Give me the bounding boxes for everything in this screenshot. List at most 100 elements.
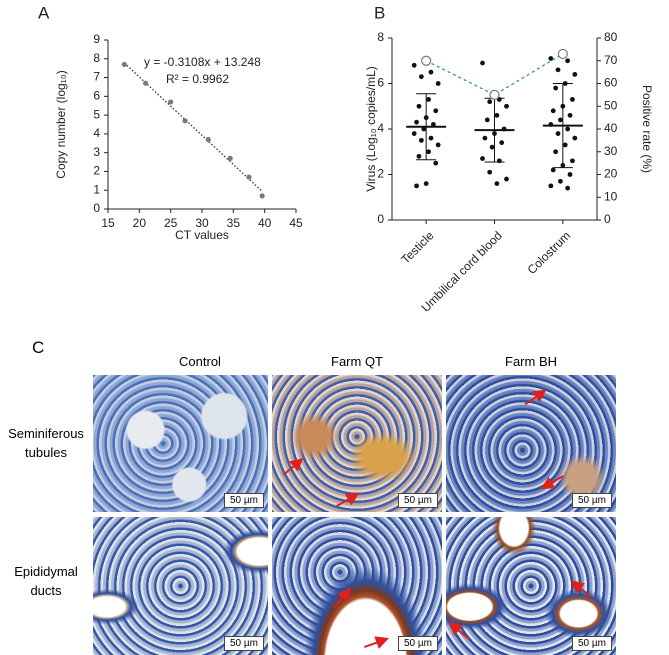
y-tick-label: 4 — [377, 121, 384, 135]
point — [504, 176, 509, 182]
point — [435, 142, 441, 148]
point — [428, 135, 434, 141]
point — [565, 58, 571, 64]
point — [411, 131, 417, 136]
panel-label: A — [38, 3, 50, 22]
point — [487, 169, 493, 175]
y-tick-label: 4 — [93, 126, 100, 140]
point — [168, 99, 174, 105]
y2-axis-title: Positive rate (%) — [640, 85, 654, 173]
point — [480, 60, 485, 66]
x-tick-label: 25 — [164, 216, 178, 230]
point — [418, 137, 424, 143]
y-tick-label: 6 — [93, 89, 100, 103]
y2-tick-label: 60 — [604, 76, 618, 90]
point — [430, 122, 436, 127]
y-tick-label: 8 — [93, 51, 100, 65]
arrows — [333, 587, 390, 649]
y2-tick-label: 80 — [604, 30, 618, 44]
point — [121, 61, 127, 68]
point — [496, 158, 502, 164]
micrograph: 50 µm — [93, 517, 268, 655]
point — [562, 142, 568, 148]
scale-bar: 50 µm — [224, 493, 264, 508]
point — [205, 136, 211, 143]
point — [494, 112, 500, 118]
x-tick-label: 30 — [195, 216, 209, 230]
rate-marker — [489, 89, 500, 100]
point — [550, 167, 556, 173]
y-tick-label: 0 — [377, 212, 384, 226]
point — [504, 103, 509, 109]
y-axis-title: Virus (Log₁₀ copies/mL) — [364, 66, 378, 192]
point — [414, 183, 419, 189]
point — [553, 149, 559, 155]
point — [570, 97, 575, 102]
point — [484, 117, 490, 123]
x-tick-label: 35 — [227, 216, 241, 230]
point — [550, 108, 556, 114]
y2-tick-label: 70 — [604, 53, 618, 67]
scale-bar: 50 µm — [398, 493, 438, 508]
point — [572, 135, 578, 141]
column-header: Farm BH — [505, 354, 557, 369]
point — [433, 108, 439, 114]
point — [558, 117, 563, 123]
point — [416, 103, 422, 109]
panel-label: B — [374, 3, 385, 22]
rate-line — [425, 53, 564, 96]
point — [570, 158, 575, 164]
column-header: Control — [179, 354, 221, 369]
annotation: y = -0.3108x + 13.248 — [144, 55, 261, 69]
point — [418, 74, 424, 80]
point — [567, 112, 573, 118]
y2-tick-label: 50 — [604, 98, 618, 112]
x-tick-label: Testicle — [398, 228, 436, 266]
point — [565, 185, 571, 191]
point — [555, 67, 561, 73]
point — [411, 62, 417, 68]
micrograph: 50 µm — [446, 375, 616, 512]
point — [423, 181, 429, 187]
point — [553, 85, 559, 91]
point — [480, 156, 485, 161]
point — [489, 144, 495, 150]
y-tick-label: 5 — [93, 107, 100, 121]
point — [487, 99, 493, 105]
arrows — [448, 579, 592, 640]
point — [428, 69, 434, 75]
point — [426, 97, 431, 102]
annotation: R² = 0.9962 — [166, 72, 229, 86]
point — [494, 181, 500, 187]
point — [246, 174, 252, 180]
y-axis-title: Copy number (log₁₀) — [54, 70, 68, 178]
x-tick-label: 20 — [133, 216, 147, 230]
panel-label: C — [32, 338, 45, 357]
point — [572, 72, 578, 77]
micrograph: 50 µm — [93, 375, 268, 512]
point — [421, 126, 427, 132]
point — [565, 126, 571, 132]
rate-marker — [557, 48, 568, 60]
row-label: Seminiferous tubules — [8, 426, 84, 460]
y-tick-label: 9 — [93, 32, 100, 46]
y-tick-label: 1 — [93, 182, 100, 196]
micrograph: 50 µm — [446, 517, 616, 655]
y-tick-label: 2 — [377, 167, 384, 181]
arrows — [524, 389, 564, 490]
point — [435, 81, 441, 86]
y2-tick-label: 30 — [604, 144, 618, 158]
point — [499, 140, 505, 146]
point — [548, 183, 554, 189]
y-tick-label: 3 — [93, 145, 100, 159]
point — [416, 153, 422, 159]
x-tick-label: 15 — [101, 216, 115, 230]
point — [414, 119, 419, 125]
rate-marker — [421, 55, 432, 66]
point — [548, 56, 554, 61]
y-tick-label: 7 — [93, 70, 100, 84]
point — [558, 178, 563, 184]
point — [426, 149, 431, 155]
